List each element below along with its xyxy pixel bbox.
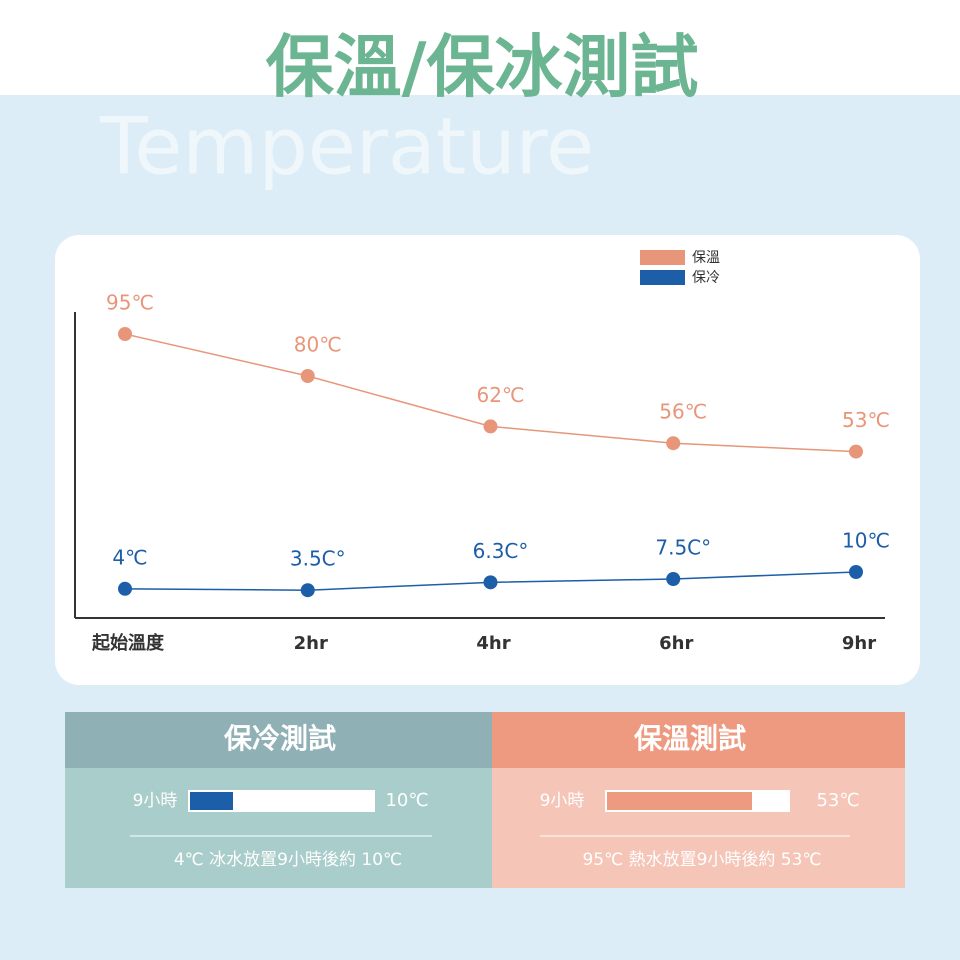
data-point [300,583,315,598]
data-point [666,436,681,451]
legend-label: 保冷 [692,270,720,286]
x-tick-label: 6hr [659,633,693,654]
legend-swatch [640,270,685,285]
panel-duration: 9小時 [540,791,585,811]
panel-header [65,712,492,768]
panel-duration: 9小時 [133,791,178,811]
data-point [118,327,132,341]
subtitle: Temperature [99,102,594,192]
data-point [118,581,132,596]
data-point [483,419,498,434]
data-point [849,565,863,579]
data-label: 6.3C° [473,539,529,563]
panel-result: 10℃ [385,790,428,811]
legend-swatch [640,250,685,265]
panel-title: 保冷測試 [224,722,336,755]
data-label: 56℃ [659,400,707,424]
data-label: 3.5C° [290,547,346,571]
x-tick-label: 起始溫度 [91,632,165,654]
data-point [483,575,498,590]
panel-result: 53℃ [816,790,859,811]
data-label: 95℃ [106,291,154,315]
progress-track [188,790,375,812]
progress-fill [190,792,233,810]
data-label: 53℃ [842,408,890,432]
data-label: 4℃ [112,545,147,569]
title: 保溫/保冰測試 [266,29,699,108]
x-tick-label: 2hr [294,633,328,654]
progress-fill [607,792,752,810]
panel-body [492,768,905,888]
panel-title: 保溫測試 [634,722,746,755]
panel-note: 95℃ 熱水放置9小時後約 53℃ [582,850,821,870]
panel-body [65,768,492,888]
panel-note: 4℃ 冰水放置9小時後約 10℃ [174,850,402,870]
legend-label: 保溫 [692,250,720,266]
x-tick-label: 9hr [842,633,876,654]
data-point [666,572,681,586]
data-label: 62℃ [477,383,525,407]
panel-header [492,712,905,768]
data-point [300,369,315,383]
data-label: 10℃ [842,529,890,553]
data-label: 80℃ [294,333,342,357]
data-point [849,444,863,459]
chart-card [55,235,920,685]
data-label: 7.5C° [655,536,711,560]
x-tick-label: 4hr [476,633,510,654]
